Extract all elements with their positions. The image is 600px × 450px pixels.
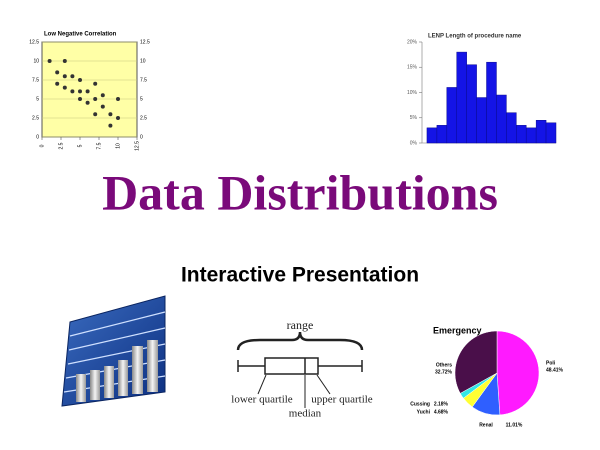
y-tick-label: 7.5 <box>32 77 39 83</box>
range-label: range <box>287 318 314 332</box>
y-tick-label: 12.5 <box>29 39 39 45</box>
plot-area <box>41 41 138 138</box>
slice-name: Yuchi <box>417 409 431 415</box>
y2-tick-label: 5 <box>140 96 143 102</box>
scatter-point <box>62 74 67 79</box>
histogram-bar <box>466 64 477 144</box>
scatter-point <box>85 89 90 94</box>
slide-title: Data Distributions <box>102 164 498 220</box>
y-tick-label: 2.5 <box>32 115 39 121</box>
scatter-point <box>93 97 98 101</box>
histogram-bar <box>446 87 457 144</box>
chart-title: Emergency <box>433 325 482 335</box>
y-tick-label: 10 <box>33 58 39 64</box>
scatter-point <box>100 93 105 98</box>
scatter-point <box>70 74 75 79</box>
scatter-point <box>93 112 98 117</box>
slide-subtitle: Interactive Presentation <box>181 264 419 287</box>
slice-name: Renal <box>479 422 493 428</box>
pie-slice <box>454 330 498 394</box>
y2-tick-label: 7.5 <box>140 77 147 83</box>
y2-tick-label: 2.5 <box>140 115 147 121</box>
slice-name: Cussing <box>410 401 430 407</box>
scatter-point <box>100 104 105 109</box>
scatter-point <box>108 112 113 117</box>
y-tick-label: 0 <box>36 134 39 140</box>
slice-value-label: 32.72% <box>435 369 453 375</box>
pie-slice <box>496 330 540 416</box>
scatter-point <box>55 70 60 75</box>
scatter-point <box>116 116 120 120</box>
scatter-point <box>47 59 52 63</box>
chart-title: LENP Length of procedure name <box>428 34 522 40</box>
histogram-bar <box>516 125 527 144</box>
histogram-bar <box>476 97 487 144</box>
scatter-point <box>78 97 82 101</box>
scatter-point <box>116 97 120 101</box>
histogram-bar <box>486 61 497 144</box>
chart-title: Low Negative Correlation <box>44 32 117 38</box>
y-tick-label: 15% <box>407 65 418 71</box>
y-tick-label: 5% <box>410 115 418 121</box>
scatter-point <box>93 81 98 86</box>
median-label: median <box>289 408 322 420</box>
y2-tick-label: 12.5 <box>140 39 150 45</box>
scatter-point <box>62 85 67 90</box>
y-tick-label: 20% <box>407 39 418 45</box>
scatter-point <box>70 89 75 94</box>
y-tick-label: 5 <box>36 96 39 102</box>
histogram-bar <box>496 94 507 144</box>
histogram-bar <box>525 127 537 144</box>
histogram-bar <box>506 112 517 144</box>
slice-name: Others <box>436 362 452 368</box>
lower-quartile-label: lower quartile <box>231 394 293 406</box>
scatter-point <box>55 81 60 86</box>
x-tick-label: 0 <box>39 144 45 147</box>
x-tick-label: 2.5 <box>58 142 64 149</box>
x-tick-label: 12.5 <box>134 141 140 151</box>
scatter-point <box>78 89 82 94</box>
histogram-bar <box>545 122 557 144</box>
x-tick-label: 7.5 <box>96 142 102 149</box>
slice-value-label: 11.01% <box>506 422 523 428</box>
box-diagram: range lower quartile median upper quarti… <box>231 318 373 420</box>
scatter-point <box>62 59 67 63</box>
histogram-bar <box>456 51 467 144</box>
slice-value-label: 48.41% <box>546 367 564 373</box>
y-tick-label: 0% <box>410 140 418 146</box>
y2-tick-label: 10 <box>140 58 146 64</box>
upper-quartile-label: upper quartile <box>311 394 373 406</box>
histogram-bar <box>436 125 448 144</box>
scatter-point <box>108 123 113 128</box>
y2-tick-label: 0 <box>140 134 143 140</box>
slice-value-label: 4.68% <box>434 409 449 415</box>
slice-name: Poli <box>546 360 556 366</box>
x-tick-label: 5 <box>77 144 83 147</box>
x-tick-label: 10 <box>115 143 121 149</box>
y-tick-label: 10% <box>407 90 418 96</box>
bar-clipart <box>61 295 166 407</box>
histogram-bar <box>426 127 438 144</box>
scatter-point <box>85 100 90 105</box>
slice-value-label: 2.18% <box>434 401 449 407</box>
histogram-bar <box>535 120 547 144</box>
scatter-point <box>78 78 82 82</box>
